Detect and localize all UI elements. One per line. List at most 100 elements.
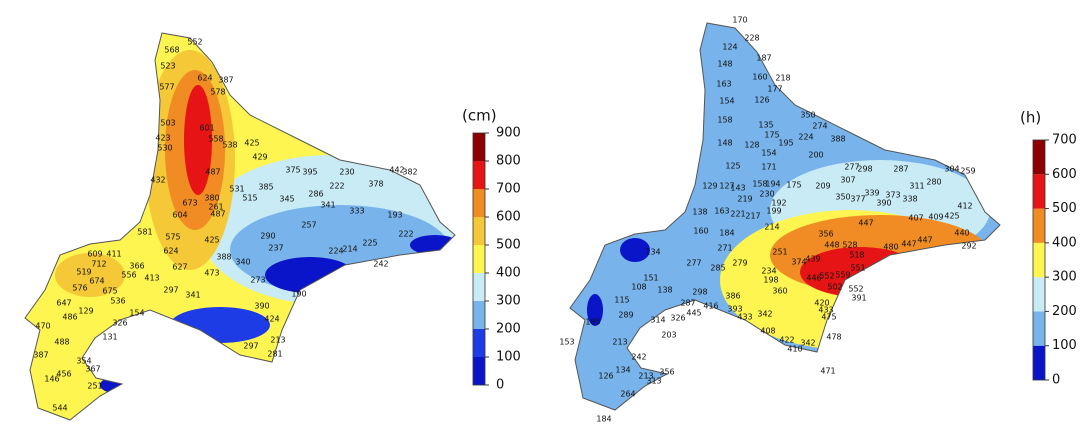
station-value: 257 bbox=[301, 221, 316, 230]
station-value: 647 bbox=[56, 299, 71, 308]
station-value: 187 bbox=[756, 54, 771, 63]
station-value: 134 bbox=[645, 248, 660, 257]
station-value: 578 bbox=[210, 88, 225, 97]
legend-tick-label: 500 bbox=[496, 238, 521, 253]
station-value: 298 bbox=[692, 288, 707, 297]
station-value: 251 bbox=[87, 382, 102, 391]
legend-frame bbox=[1032, 139, 1046, 381]
station-value: 439 bbox=[805, 255, 820, 264]
station-value: 411 bbox=[106, 250, 121, 259]
station-value: 228 bbox=[744, 34, 759, 43]
station-value: 456 bbox=[56, 370, 71, 379]
station-value: 115 bbox=[614, 296, 629, 305]
legend-tick-label: 0 bbox=[1052, 373, 1060, 388]
station-value: 230 bbox=[759, 190, 774, 199]
station-value: 673 bbox=[182, 199, 197, 208]
station-value: 175 bbox=[764, 131, 779, 140]
station-value: 221 bbox=[730, 210, 745, 219]
station-value: 213 bbox=[638, 372, 653, 381]
station-value: 148 bbox=[717, 139, 732, 148]
station-value: 326 bbox=[112, 319, 127, 328]
legend-tick-label: 100 bbox=[496, 350, 521, 365]
legend-band bbox=[1033, 208, 1045, 243]
station-value: 433 bbox=[818, 306, 833, 315]
legend-tick-label: 300 bbox=[1052, 270, 1077, 285]
station-value: 488 bbox=[54, 338, 69, 347]
station-value: 390 bbox=[254, 302, 269, 311]
station-value: 160 bbox=[693, 227, 708, 236]
legend-band bbox=[473, 245, 485, 273]
station-value: 154 bbox=[719, 97, 734, 106]
station-value: 354 bbox=[76, 357, 91, 366]
station-value: 175 bbox=[786, 181, 801, 190]
station-value: 604 bbox=[172, 211, 187, 220]
legend-band bbox=[1033, 277, 1045, 312]
legend-unit: (h) bbox=[1020, 109, 1041, 127]
legend-tick-label: 500 bbox=[1052, 201, 1077, 216]
station-value: 432 bbox=[150, 176, 165, 185]
station-value: 224 bbox=[798, 133, 813, 142]
station-value: 385 bbox=[258, 183, 273, 192]
legend-tick-label: 700 bbox=[496, 182, 521, 197]
legend-tick-label: 300 bbox=[496, 294, 521, 309]
station-value: 289 bbox=[618, 311, 633, 320]
legend-band bbox=[1033, 311, 1045, 346]
station-value: 126 bbox=[754, 96, 769, 105]
legend-band bbox=[1033, 242, 1045, 278]
station-value: 158 bbox=[752, 180, 767, 189]
station-value: 366 bbox=[129, 262, 144, 271]
station-value: 342 bbox=[800, 339, 815, 348]
station-value: 480 bbox=[883, 243, 898, 252]
station-value: 345 bbox=[279, 195, 294, 204]
station-value: 203 bbox=[661, 331, 676, 340]
station-value: 259 bbox=[960, 167, 975, 176]
station-value: 242 bbox=[631, 353, 646, 362]
station-value: 287 bbox=[893, 165, 908, 174]
station-value: 373 bbox=[885, 191, 900, 200]
station-value: 171 bbox=[761, 163, 776, 172]
legend-unit: (cm) bbox=[462, 107, 497, 125]
station-value: 214 bbox=[342, 245, 357, 254]
station-value: 190 bbox=[291, 290, 306, 299]
station-value: 237 bbox=[268, 244, 283, 253]
legend-band bbox=[1033, 140, 1045, 175]
station-value: 445 bbox=[686, 309, 701, 318]
station-value: 200 bbox=[808, 151, 823, 160]
station-value: 234 bbox=[761, 267, 776, 276]
legend-tick-label: 400 bbox=[1052, 235, 1077, 250]
station-value: 138 bbox=[692, 208, 707, 217]
station-value: 158 bbox=[717, 116, 732, 125]
station-value: 675 bbox=[102, 287, 117, 296]
station-value: 424 bbox=[264, 315, 279, 324]
station-value: 448 bbox=[824, 241, 839, 250]
station-value: 601 bbox=[199, 124, 214, 133]
station-value: 581 bbox=[137, 228, 152, 237]
legend-frame bbox=[472, 132, 486, 386]
station-value: 386 bbox=[725, 292, 740, 301]
station-value: 151 bbox=[643, 274, 658, 283]
station-value: 552 bbox=[819, 272, 834, 281]
station-value: 129 bbox=[702, 182, 717, 191]
station-value: 311 bbox=[909, 182, 924, 191]
station-value: 412 bbox=[957, 202, 972, 211]
station-value: 393 bbox=[727, 305, 742, 314]
station-value: 422 bbox=[779, 336, 794, 345]
legend-tick-label: 700 bbox=[1052, 133, 1077, 148]
station-value: 131 bbox=[102, 333, 117, 342]
station-value: 326 bbox=[670, 314, 685, 323]
station-value: 674 bbox=[89, 277, 104, 286]
station-value: 280 bbox=[926, 178, 941, 187]
station-value: 559 bbox=[835, 271, 850, 280]
station-value: 538 bbox=[222, 141, 237, 150]
station-value: 423 bbox=[155, 134, 170, 143]
station-value: 285 bbox=[710, 264, 725, 273]
station-value: 148 bbox=[717, 60, 732, 69]
station-value: 440 bbox=[954, 229, 969, 238]
station-value: 292 bbox=[961, 242, 976, 251]
legend-band bbox=[1033, 345, 1045, 380]
station-value: 442 bbox=[389, 166, 404, 175]
station-value: 281 bbox=[267, 350, 282, 359]
station-value: 410 bbox=[787, 345, 802, 354]
station-value: 568 bbox=[164, 46, 179, 55]
station-value: 425 bbox=[944, 212, 959, 221]
